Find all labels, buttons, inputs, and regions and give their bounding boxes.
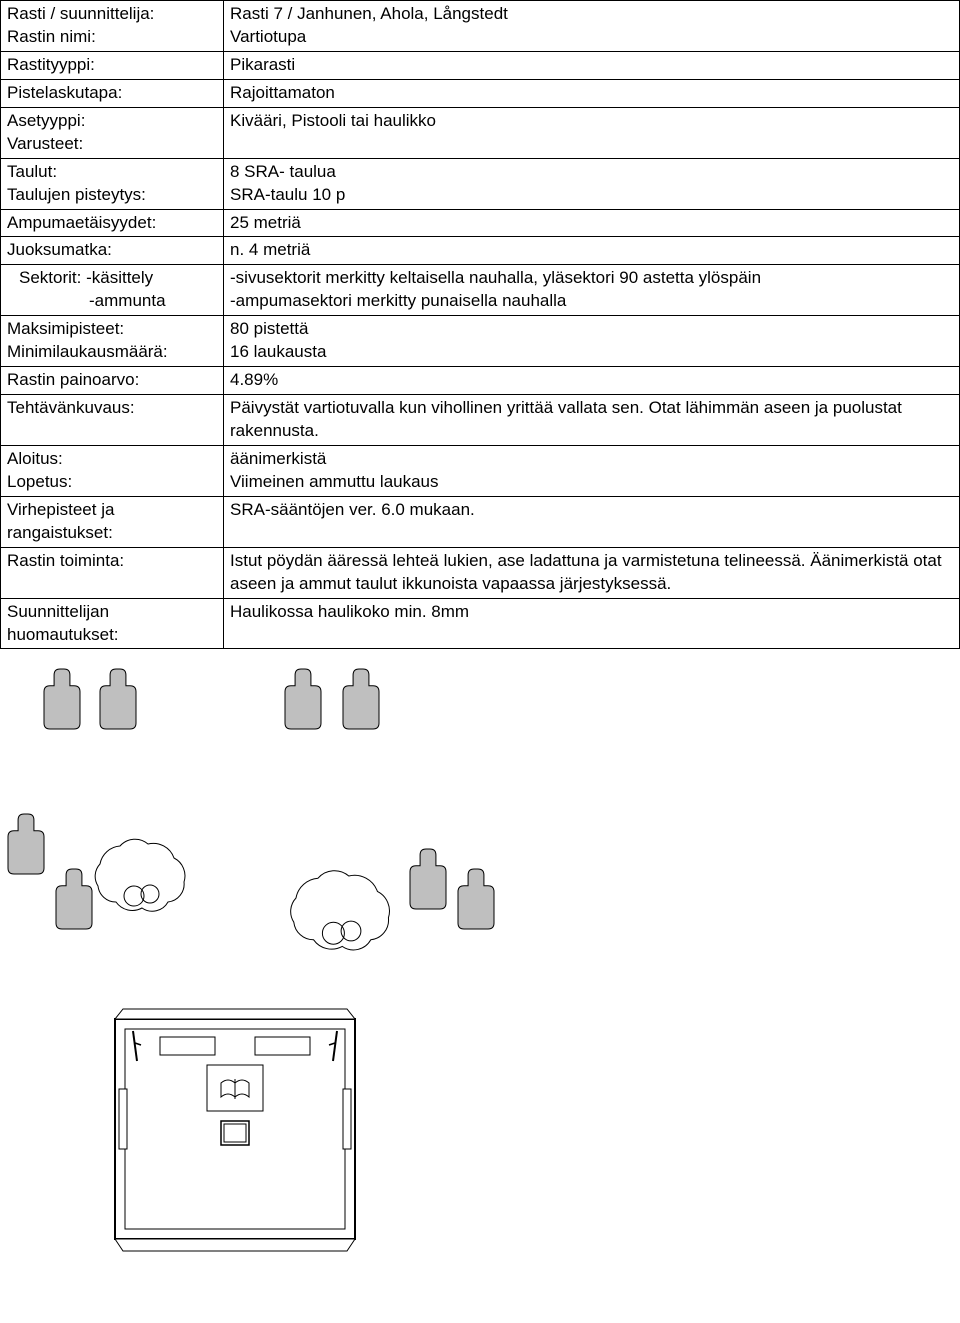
- row-label: Rasti / suunnittelija:Rastin nimi:: [1, 1, 224, 52]
- value-text: -ampumasektori merkitty punaisella nauha…: [230, 290, 953, 313]
- row-label: Juoksumatka:: [1, 237, 224, 265]
- label-text: Rastin toiminta:: [7, 550, 217, 573]
- value-text: -sivusektorit merkitty keltaisella nauha…: [230, 267, 953, 290]
- stage-info-table: Rasti / suunnittelija:Rastin nimi:Rasti …: [0, 0, 960, 649]
- value-text: Vartiotupa: [230, 26, 953, 49]
- window-icon: [343, 1089, 351, 1149]
- value-text: [230, 133, 953, 156]
- value-text: SRA-sääntöjen ver. 6.0 mukaan.: [230, 499, 953, 522]
- value-text: Päivystät vartiotuvalla kun vihollinen y…: [230, 397, 953, 443]
- label-text: Juoksumatka:: [7, 239, 217, 262]
- label-text: Rastin painoarvo:: [7, 369, 217, 392]
- row-label: Rastityyppi:: [1, 51, 224, 79]
- window-icon: [119, 1089, 127, 1149]
- sra-target-icon: [8, 814, 44, 874]
- row-value: 4.89%: [224, 367, 960, 395]
- row-label: Virhepisteet ja rangaistukset:: [1, 496, 224, 547]
- value-text: Rajoittamaton: [230, 82, 953, 105]
- row-value: Pikarasti: [224, 51, 960, 79]
- row-value: äänimerkistäViimeinen ammuttu laukaus: [224, 445, 960, 496]
- row-label: Rastin painoarvo:: [1, 367, 224, 395]
- label-text: Asetyyppi:: [7, 110, 217, 133]
- label-text: Maksimipisteet:: [7, 318, 217, 341]
- row-value: Istut pöydän ääressä lehteä lukien, ase …: [224, 547, 960, 598]
- label-text: Rastityyppi:: [7, 54, 217, 77]
- window-icon: [160, 1037, 215, 1055]
- label-text: Minimilaukausmäärä:: [7, 341, 217, 364]
- row-value: n. 4 metriä: [224, 237, 960, 265]
- row-label: Ampumaetäisyydet:: [1, 209, 224, 237]
- sra-target-icon: [343, 669, 379, 729]
- bush-icon: [95, 840, 185, 912]
- label-text: Ampumaetäisyydet:: [7, 212, 217, 235]
- sra-target-icon: [44, 669, 80, 729]
- label-text: Taulut:: [7, 161, 217, 184]
- value-text: 80 pistettä: [230, 318, 953, 341]
- label-text: Pistelaskutapa:: [7, 82, 217, 105]
- row-value: Päivystät vartiotuvalla kun vihollinen y…: [224, 395, 960, 446]
- value-text: SRA-taulu 10 p: [230, 184, 953, 207]
- value-text: 16 laukausta: [230, 341, 953, 364]
- sra-target-icon: [56, 869, 92, 929]
- value-text: 4.89%: [230, 369, 953, 392]
- label-text: Suunnittelijan huomautukset:: [7, 601, 217, 647]
- label-text: Rastin nimi:: [7, 26, 217, 49]
- row-label: Aloitus:Lopetus:: [1, 445, 224, 496]
- row-label: Maksimipisteet:Minimilaukausmäärä:: [1, 316, 224, 367]
- window-icon: [255, 1037, 310, 1055]
- label-text: Tehtävänkuvaus:: [7, 397, 217, 420]
- sra-target-icon: [100, 669, 136, 729]
- row-label: Suunnittelijan huomautukset:: [1, 598, 224, 649]
- row-value: Haulikossa haulikoko min. 8mm: [224, 598, 960, 649]
- label-text: Aloitus:: [7, 448, 217, 471]
- stage-diagram: [0, 649, 960, 1289]
- label-text: Virhepisteet ja rangaistukset:: [7, 499, 217, 545]
- row-value: Rajoittamaton: [224, 79, 960, 107]
- row-value: -sivusektorit merkitty keltaisella nauha…: [224, 265, 960, 316]
- bush-icon: [291, 871, 390, 950]
- label-text: Rasti / suunnittelija:: [7, 3, 217, 26]
- room: [115, 1009, 355, 1251]
- sra-target-icon: [458, 869, 494, 929]
- value-text: Kivääri, Pistooli tai haulikko: [230, 110, 953, 133]
- row-value: 8 SRA- tauluaSRA-taulu 10 p: [224, 158, 960, 209]
- value-text: Pikarasti: [230, 54, 953, 77]
- row-value: SRA-sääntöjen ver. 6.0 mukaan.: [224, 496, 960, 547]
- value-text: 25 metriä: [230, 212, 953, 235]
- row-label: Pistelaskutapa:: [1, 79, 224, 107]
- bush-inner: [322, 922, 361, 945]
- row-value: Rasti 7 / Janhunen, Ahola, LångstedtVart…: [224, 1, 960, 52]
- sra-target-icon: [410, 849, 446, 909]
- row-label: Tehtävänkuvaus:: [1, 395, 224, 446]
- row-label: Asetyyppi:Varusteet:: [1, 107, 224, 158]
- value-text: Istut pöydän ääressä lehteä lukien, ase …: [230, 550, 953, 596]
- value-text: Rasti 7 / Janhunen, Ahola, Långstedt: [230, 3, 953, 26]
- label-text: Taulujen pisteytys:: [7, 184, 217, 207]
- label-text: Lopetus:: [7, 471, 217, 494]
- value-text: n. 4 metriä: [230, 239, 953, 262]
- bush-inner: [124, 885, 159, 906]
- value-text: Haulikossa haulikoko min. 8mm: [230, 601, 953, 624]
- row-value: 80 pistettä16 laukausta: [224, 316, 960, 367]
- value-text: Viimeinen ammuttu laukaus: [230, 471, 953, 494]
- value-text: äänimerkistä: [230, 448, 953, 471]
- row-value: Kivääri, Pistooli tai haulikko: [224, 107, 960, 158]
- sra-target-icon: [285, 669, 321, 729]
- label-text: -ammunta: [7, 290, 217, 313]
- row-label: Rastin toiminta:: [1, 547, 224, 598]
- label-text: Varusteet:: [7, 133, 217, 156]
- row-label: Taulut:Taulujen pisteytys:: [1, 158, 224, 209]
- value-text: 8 SRA- taulua: [230, 161, 953, 184]
- row-value: 25 metriä: [224, 209, 960, 237]
- row-label: Sektorit: -käsittely-ammunta: [1, 265, 224, 316]
- label-text: Sektorit: -käsittely: [7, 267, 217, 290]
